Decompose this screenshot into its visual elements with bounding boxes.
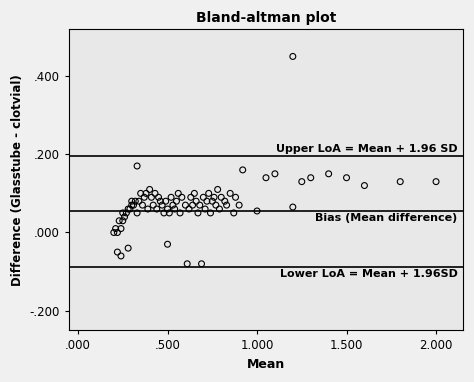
- Point: [187, 194, 195, 200]
- Point: [209, 198, 216, 204]
- Point: [205, 190, 212, 196]
- Point: [119, 218, 127, 224]
- Point: [140, 194, 148, 200]
- Point: [135, 198, 143, 204]
- Point: [192, 198, 200, 204]
- Point: [235, 202, 243, 208]
- Text: Lower LoA = Mean + 1.96SD: Lower LoA = Mean + 1.96SD: [280, 269, 457, 279]
- Point: [182, 202, 189, 208]
- Point: [289, 204, 297, 210]
- Point: [164, 206, 171, 212]
- Point: [223, 202, 230, 208]
- Point: [210, 194, 218, 200]
- Point: [144, 206, 152, 212]
- Point: [137, 190, 145, 196]
- Point: [218, 194, 225, 200]
- Point: [165, 210, 173, 216]
- Point: [200, 194, 207, 200]
- X-axis label: Mean: Mean: [247, 358, 285, 371]
- Point: [114, 230, 121, 236]
- Point: [185, 206, 193, 212]
- Point: [198, 261, 205, 267]
- Point: [158, 202, 166, 208]
- Point: [155, 194, 163, 200]
- Point: [124, 206, 132, 212]
- Point: [214, 186, 221, 193]
- Point: [196, 202, 203, 208]
- Point: [147, 194, 155, 200]
- Point: [164, 241, 171, 247]
- Point: [174, 190, 182, 196]
- Point: [221, 198, 228, 204]
- Point: [121, 214, 128, 220]
- Point: [153, 206, 161, 212]
- Point: [151, 190, 159, 196]
- Point: [239, 167, 246, 173]
- Point: [343, 175, 350, 181]
- Point: [142, 190, 150, 196]
- Point: [131, 198, 139, 204]
- Point: [126, 206, 134, 212]
- Point: [216, 206, 223, 212]
- Point: [156, 198, 164, 204]
- Point: [112, 225, 119, 231]
- Point: [149, 202, 157, 208]
- Point: [176, 210, 184, 216]
- Point: [432, 178, 440, 185]
- Point: [117, 225, 125, 231]
- Point: [123, 210, 130, 216]
- Point: [171, 206, 179, 212]
- Point: [128, 198, 136, 204]
- Point: [167, 194, 175, 200]
- Point: [160, 210, 168, 216]
- Point: [232, 194, 239, 200]
- Point: [128, 202, 136, 208]
- Point: [253, 208, 261, 214]
- Point: [396, 178, 404, 185]
- Title: Bland-altman plot: Bland-altman plot: [196, 11, 336, 25]
- Point: [124, 245, 132, 251]
- Point: [230, 210, 237, 216]
- Point: [139, 202, 146, 208]
- Point: [115, 218, 123, 224]
- Point: [227, 190, 234, 196]
- Point: [162, 198, 170, 204]
- Point: [114, 249, 121, 255]
- Point: [298, 178, 306, 185]
- Y-axis label: Difference (Glasstube - clotvial): Difference (Glasstube - clotvial): [11, 74, 24, 286]
- Point: [191, 190, 198, 196]
- Point: [133, 210, 141, 216]
- Point: [207, 210, 214, 216]
- Point: [194, 210, 202, 216]
- Point: [289, 53, 297, 60]
- Point: [130, 202, 137, 208]
- Point: [110, 230, 118, 236]
- Point: [189, 202, 196, 208]
- Point: [119, 210, 127, 216]
- Point: [173, 198, 180, 204]
- Point: [361, 183, 368, 189]
- Point: [183, 261, 191, 267]
- Point: [201, 206, 209, 212]
- Point: [146, 186, 154, 193]
- Point: [117, 253, 125, 259]
- Point: [325, 171, 332, 177]
- Point: [212, 202, 219, 208]
- Text: Upper LoA = Mean + 1.96 SD: Upper LoA = Mean + 1.96 SD: [276, 144, 457, 154]
- Point: [307, 175, 315, 181]
- Point: [133, 163, 141, 169]
- Point: [178, 194, 186, 200]
- Point: [271, 171, 279, 177]
- Point: [203, 198, 211, 204]
- Point: [262, 175, 270, 181]
- Point: [169, 202, 177, 208]
- Text: Bias (Mean difference): Bias (Mean difference): [315, 213, 457, 223]
